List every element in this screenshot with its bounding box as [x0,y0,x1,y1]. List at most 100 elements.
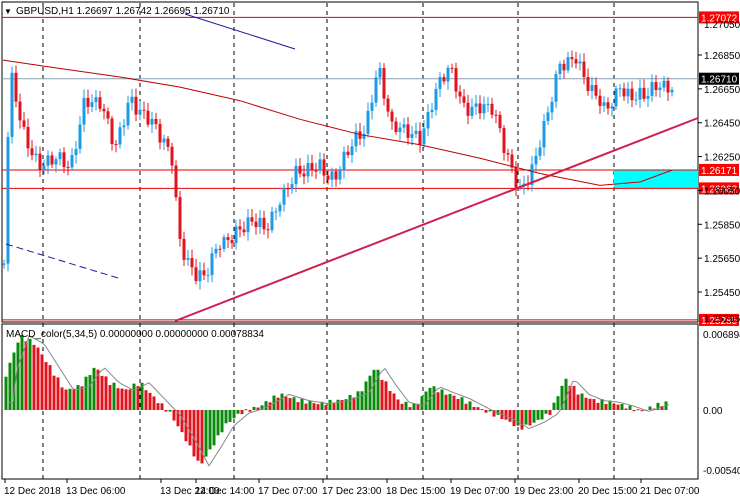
macd-bar [192,410,196,457]
candle-body [14,72,18,102]
macd-bar [292,397,296,410]
candle-body [186,258,190,260]
price-label-text: 1.27072 [701,13,738,24]
price-tick-label: 1.26250 [704,153,740,164]
macd-bar [336,399,340,410]
macd-bar [160,403,164,410]
macd-bar [504,410,508,420]
macd-bar [332,403,336,410]
macd-bar [552,402,556,410]
time-label: 13 Dec 22:00 [160,486,220,497]
macd-bar [528,410,532,426]
macd-bar [92,367,96,410]
macd-bar [320,401,324,410]
candle-body [226,237,230,241]
candle-body [302,173,306,177]
candle-body [422,128,426,145]
candle-body [166,138,170,147]
candle-body [262,217,266,230]
macd-bar [56,377,60,410]
candle-body [218,248,222,250]
macd-bar [152,396,156,410]
macd-bar [560,385,564,410]
macd-bar [636,409,640,411]
macd-bar [232,410,236,419]
price-label-box [699,72,739,85]
macd-bar [460,397,464,410]
candle-body [458,91,462,97]
macd-bar [572,385,576,410]
macd-bar [120,388,124,410]
macd-bar [168,410,172,412]
macd-bar [100,375,104,410]
macd-bar [452,395,456,410]
macd-bar [340,400,344,410]
candle-body [126,102,130,126]
candle-body [670,89,674,93]
macd-bar [352,397,356,410]
macd-bar [308,400,312,410]
candle-body [182,238,186,260]
dropdown-arrow-icon[interactable]: ▼ [4,7,12,16]
price-tick-label: 1.25850 [704,220,740,231]
macd-bar [604,403,608,410]
candle-body [22,120,26,127]
price-tick-label: 1.27050 [704,20,740,31]
macd-bar [364,381,368,410]
candle-body [394,121,398,133]
macd-bar [392,393,396,410]
horizontal-levels [2,16,698,321]
macd-bar [588,398,592,410]
candle-body [318,159,322,171]
macd-bar [456,398,460,410]
channel-line-lower [5,243,119,279]
macd-bar [596,402,600,410]
candle-body [158,123,162,143]
candle-body [194,267,198,282]
price-label-text: 1.26062 [701,184,738,195]
candle-body [230,240,234,244]
candle-body [506,153,510,155]
candle-body [650,82,654,97]
symbol-header: GBPUSD,H1 1.26697 1.26742 1.26695 1.2671… [16,6,230,17]
macd-bar [480,409,484,411]
macd-bar [360,391,364,410]
candle-body [50,155,54,165]
price-label-text: 1.26171 [701,166,738,177]
candle-body [390,111,394,122]
candle-body [666,80,670,93]
time-label: 13 Dec 06:00 [66,486,126,497]
macd-bar [288,398,292,410]
candle-body [486,103,490,105]
macd-bar [224,410,228,424]
candle-body [494,114,498,116]
candle-body [274,211,278,213]
candle-body [142,109,146,111]
macd-bar [36,347,40,410]
candle-body [54,159,58,165]
candle-body [502,128,506,154]
macd-bar [280,393,284,410]
candle-body [102,108,106,112]
time-label: 21 Dec 07:00 [640,486,700,497]
macd-bar [576,394,580,410]
price-label: 1.26710 [699,72,739,86]
candle-body [402,124,406,128]
macd-bar [516,410,520,426]
macd-bar [180,410,184,433]
candle-body [290,183,294,190]
candle-body [330,171,334,180]
candle-body [338,170,342,180]
macd-bar [624,408,628,410]
time-label: 17 Dec 23:00 [322,486,382,497]
macd-bar [312,403,316,410]
candle-body [478,103,482,114]
macd-bar [660,406,664,410]
candle-body [82,97,86,125]
candle-body [254,221,258,228]
price-label-box [699,163,739,176]
candle-body [358,131,362,139]
price-label: 1.26062 [699,182,739,195]
